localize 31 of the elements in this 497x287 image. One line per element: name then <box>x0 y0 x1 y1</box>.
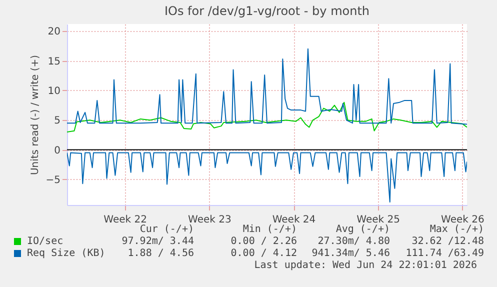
x-tick-label: Week 26 <box>441 214 484 226</box>
x-tick-label: Week 24 <box>272 214 316 226</box>
text: 111.74 /63.49 <box>404 248 484 260</box>
line-series <box>67 48 467 125</box>
y-tick-label: 0 <box>54 145 60 156</box>
text: 27.30m/ 4.80 <box>316 236 390 248</box>
text: 32.62 /12.48 <box>410 236 484 248</box>
x-tick-label: Week 22 <box>104 214 147 226</box>
text: 1.88 / 4.56 <box>126 248 194 260</box>
line-series <box>67 102 467 133</box>
y-tick-label: 5 <box>54 116 60 127</box>
legend-label: IO/sec <box>27 236 64 248</box>
text: Max (-/+) <box>428 224 484 236</box>
y-tick-label: −5 <box>46 174 60 186</box>
y-axis-title: Units read (-) / write (+) <box>30 54 41 176</box>
x-tick-label: Week 23 <box>188 214 232 226</box>
text: 0.00 / 2.26 <box>230 236 297 248</box>
line-series <box>67 152 467 203</box>
text: 0.00 / 4.12 <box>230 248 297 260</box>
text: Avg (-/+) <box>334 224 390 236</box>
text: Min (-/+) <box>242 224 297 236</box>
y-tick-label: 20 <box>48 26 60 38</box>
text: Last update: Wed Jun 24 22:01:01 2026 <box>253 260 477 272</box>
y-tick-label: 15 <box>48 56 60 68</box>
text: 97.92m/ 3.44 <box>120 236 194 248</box>
y-tick-label: 10 <box>48 86 60 97</box>
chart-title: IOs for /dev/g1-vg/root - by month <box>164 4 370 18</box>
x-tick-label: Week 25 <box>356 214 400 226</box>
text: Cur (-/+) <box>138 224 194 236</box>
text: 941.34m/ 5.46 <box>310 248 390 260</box>
legend-label: Req Size (KB) <box>27 248 106 260</box>
